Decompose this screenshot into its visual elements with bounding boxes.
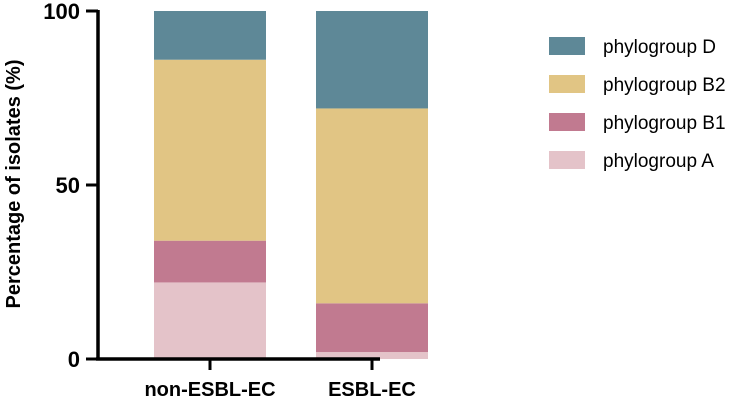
bars-group xyxy=(154,11,428,359)
legend-label: phylogroup B1 xyxy=(603,113,726,134)
legend: phylogroup D phylogroup B2 phylogroup B1 ph… xyxy=(549,37,726,172)
legend-swatch xyxy=(549,113,585,131)
legend-label: phylogroup A xyxy=(603,151,714,172)
bar-esbl-ec-phylogroup-b1 xyxy=(316,303,428,353)
legend-label: phylogroup B2 xyxy=(603,75,726,96)
y-tick-label: 100 xyxy=(43,0,80,24)
y-tick-label: 0 xyxy=(68,347,80,372)
x-tick-label: non-ESBL-EC xyxy=(144,379,275,401)
bar-non-esbl-ec-phylogroup-b2 xyxy=(154,59,266,241)
y-ticks: 0 50 100 xyxy=(43,0,98,372)
bar-non-esbl-ec-phylogroup-d xyxy=(154,11,266,60)
x-ticks: non-ESBL-EC ESBL-EC xyxy=(144,359,416,401)
bar-non-esbl-ec-phylogroup-a xyxy=(154,282,266,359)
y-tick-label: 50 xyxy=(56,173,80,198)
legend-label: phylogroup D xyxy=(603,37,716,58)
legend-swatch xyxy=(549,151,585,169)
bar-esbl-ec-phylogroup-a xyxy=(316,352,428,359)
bar-esbl-ec-phylogroup-d xyxy=(316,11,428,109)
y-axis-title: Percentage of isolates (%) xyxy=(3,60,25,309)
legend-swatch xyxy=(549,75,585,93)
bar-esbl-ec-phylogroup-b2 xyxy=(316,108,428,304)
legend-swatch xyxy=(549,37,585,55)
bar-non-esbl-ec-phylogroup-b1 xyxy=(154,240,266,283)
x-tick-label: ESBL-EC xyxy=(328,379,416,401)
